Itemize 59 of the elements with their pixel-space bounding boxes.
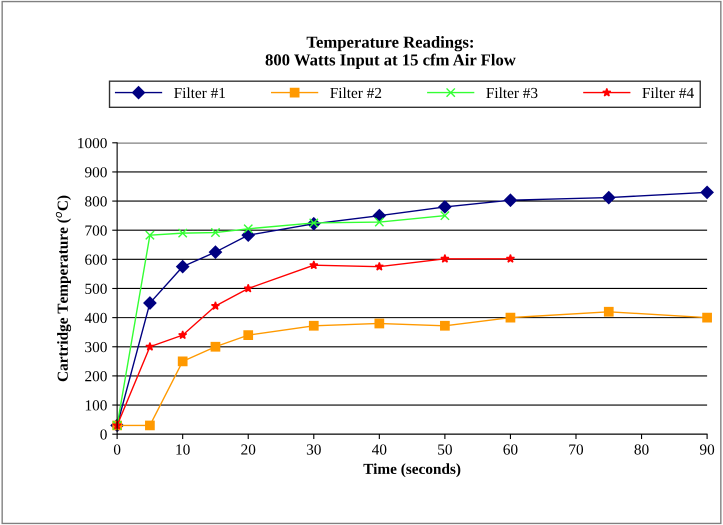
point: [145, 342, 155, 351]
point: [145, 420, 155, 430]
x-tick-label: 70: [569, 444, 584, 455]
legend-label: Filter #4: [642, 87, 694, 98]
x-tick-label: 30: [306, 444, 321, 455]
point: [374, 318, 384, 328]
point: [506, 312, 516, 322]
point: [440, 254, 450, 263]
point: [210, 301, 220, 310]
x-tick-label: 50: [438, 444, 452, 455]
x-tick-label: 0: [114, 444, 120, 455]
x-tick-label: 10: [176, 444, 190, 455]
x-tick-label: 20: [241, 444, 256, 455]
y-tick-label: 700: [85, 225, 107, 236]
y-tick-label: 800: [85, 196, 107, 207]
y-tick-label: 200: [85, 371, 107, 382]
x-axis-title: Time (seconds): [363, 463, 460, 478]
y-axis-title: Cartridge Temperature ($^{o}$C): [56, 196, 72, 382]
point: [374, 262, 384, 271]
chart-title: Temperature Readings: 800 Watts Input at 15 cfm Air Flow: [266, 36, 516, 69]
x-tick-label: 80: [634, 444, 649, 455]
point: [178, 330, 188, 340]
point: [210, 228, 220, 238]
point: [374, 217, 384, 227]
y-tick-label: 0: [100, 429, 107, 440]
x-tick-label: 90: [700, 444, 714, 455]
y-tick-label: 1000: [78, 138, 107, 148]
point: [504, 194, 518, 207]
y-tick-label: 500: [85, 284, 107, 294]
point: [143, 296, 156, 310]
point: [210, 342, 220, 352]
x-tick-label: 40: [372, 444, 386, 455]
legend-label: Filter #1: [174, 87, 225, 98]
x-tick-label: 60: [503, 444, 518, 455]
point: [243, 330, 254, 340]
y-tick-label: 100: [86, 400, 107, 410]
point: [244, 284, 253, 293]
point: [243, 224, 254, 234]
point: [145, 230, 155, 240]
point: [176, 260, 190, 274]
point: [602, 190, 616, 204]
point: [208, 245, 222, 259]
point: [702, 312, 712, 322]
point: [178, 356, 188, 366]
point: [440, 320, 450, 331]
y-tick-label: 900: [84, 167, 107, 178]
point: [604, 306, 614, 317]
y-tick-label: 400: [84, 312, 107, 324]
point: [440, 210, 450, 221]
point: [438, 200, 452, 214]
point: [506, 254, 516, 263]
point: [309, 260, 318, 270]
legend-label: Filter #2: [330, 87, 382, 98]
point: [308, 320, 319, 331]
point: [178, 228, 188, 238]
legend-label: Filter #3: [486, 87, 538, 98]
y-tick-label: 300: [85, 342, 107, 352]
y-tick-label: 600: [85, 254, 107, 265]
point: [700, 186, 714, 199]
